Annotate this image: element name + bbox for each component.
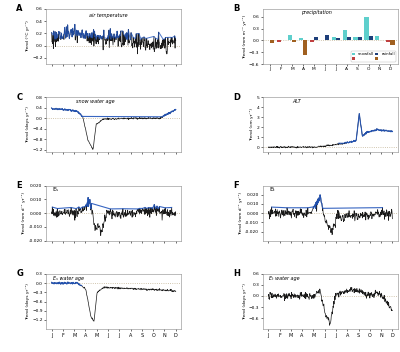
Bar	[321, 39, 325, 40]
Y-axis label: Trend (days yr⁻¹): Trend (days yr⁻¹)	[26, 106, 30, 143]
Bar	[386, 40, 390, 42]
Bar	[270, 40, 274, 43]
Bar	[390, 40, 394, 45]
Text: H: H	[233, 270, 240, 278]
Bar	[364, 18, 368, 40]
Bar	[368, 36, 373, 40]
Bar	[332, 37, 336, 40]
Text: D: D	[233, 93, 240, 102]
Text: F: F	[233, 181, 238, 190]
Y-axis label: Trend (cm yr⁻¹): Trend (cm yr⁻¹)	[250, 108, 254, 141]
Bar	[288, 35, 292, 40]
Text: Eₛ water age: Eₛ water age	[53, 276, 84, 281]
Y-axis label: Trend (mm d⁻¹ yr⁻¹): Trend (mm d⁻¹ yr⁻¹)	[239, 191, 243, 235]
Bar	[325, 35, 329, 40]
Text: A: A	[16, 4, 23, 13]
Text: Eₛ: Eₛ	[53, 187, 59, 192]
Bar	[354, 37, 358, 40]
Text: B: B	[233, 4, 239, 13]
Bar	[375, 36, 380, 40]
Bar	[310, 40, 314, 42]
Text: G: G	[16, 270, 23, 278]
Text: Eₜ water age: Eₜ water age	[269, 276, 300, 281]
Y-axis label: Trend (days yr⁻¹): Trend (days yr⁻¹)	[242, 283, 246, 320]
Y-axis label: Trend (mm d⁻¹ yr⁻¹): Trend (mm d⁻¹ yr⁻¹)	[22, 191, 26, 235]
Bar	[347, 37, 351, 40]
Text: E: E	[16, 181, 22, 190]
Y-axis label: Trend (days yr⁻¹): Trend (days yr⁻¹)	[26, 283, 30, 320]
Bar	[342, 30, 347, 40]
Bar	[299, 38, 303, 40]
Text: precipitation: precipitation	[300, 11, 331, 15]
Y-axis label: Trend (mm m⁻¹ yr⁻¹): Trend (mm m⁻¹ yr⁻¹)	[242, 14, 246, 58]
Text: snow water age: snow water age	[76, 99, 114, 104]
Legend: snowfall, , rainfall, : snowfall, , rainfall,	[351, 51, 396, 62]
Bar	[358, 37, 362, 40]
Text: C: C	[16, 93, 22, 102]
Text: ALT: ALT	[292, 99, 301, 104]
Text: Eₜ: Eₜ	[269, 187, 275, 192]
Y-axis label: Trend (°C yr⁻¹): Trend (°C yr⁻¹)	[26, 20, 30, 52]
Bar	[266, 39, 270, 40]
Text: air temperature: air temperature	[89, 13, 128, 18]
Bar	[336, 38, 340, 40]
Bar	[277, 40, 281, 42]
Bar	[303, 40, 307, 55]
Bar	[292, 40, 296, 42]
Bar	[314, 37, 318, 40]
